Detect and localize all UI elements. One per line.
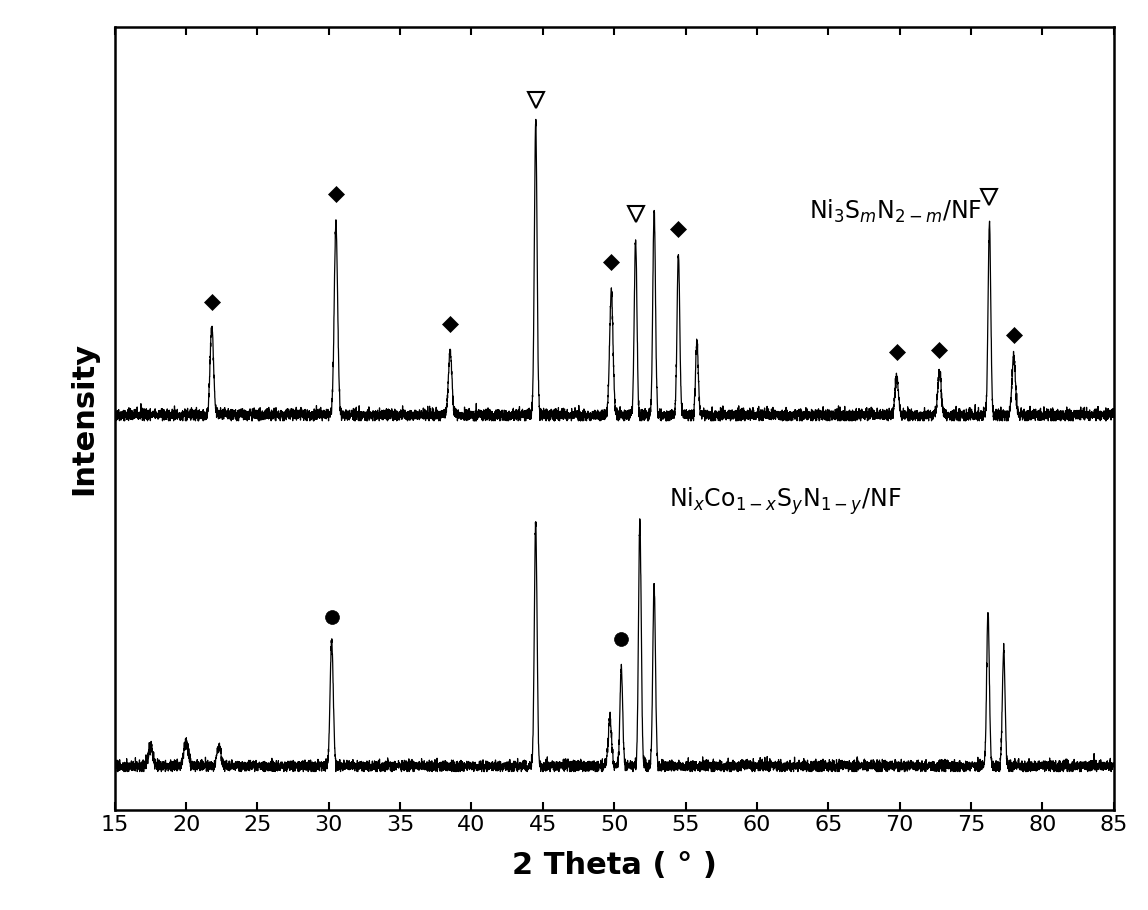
Text: Ni$_x$Co$_{1-x}$S$_y$N$_{1-y}$/NF: Ni$_x$Co$_{1-x}$S$_y$N$_{1-y}$/NF	[669, 485, 901, 517]
X-axis label: 2 Theta ( ° ): 2 Theta ( ° )	[512, 852, 716, 881]
Y-axis label: Intensity: Intensity	[69, 342, 98, 495]
Text: Ni$_3$S$_m$N$_{2-m}$/NF: Ni$_3$S$_m$N$_{2-m}$/NF	[809, 197, 983, 225]
